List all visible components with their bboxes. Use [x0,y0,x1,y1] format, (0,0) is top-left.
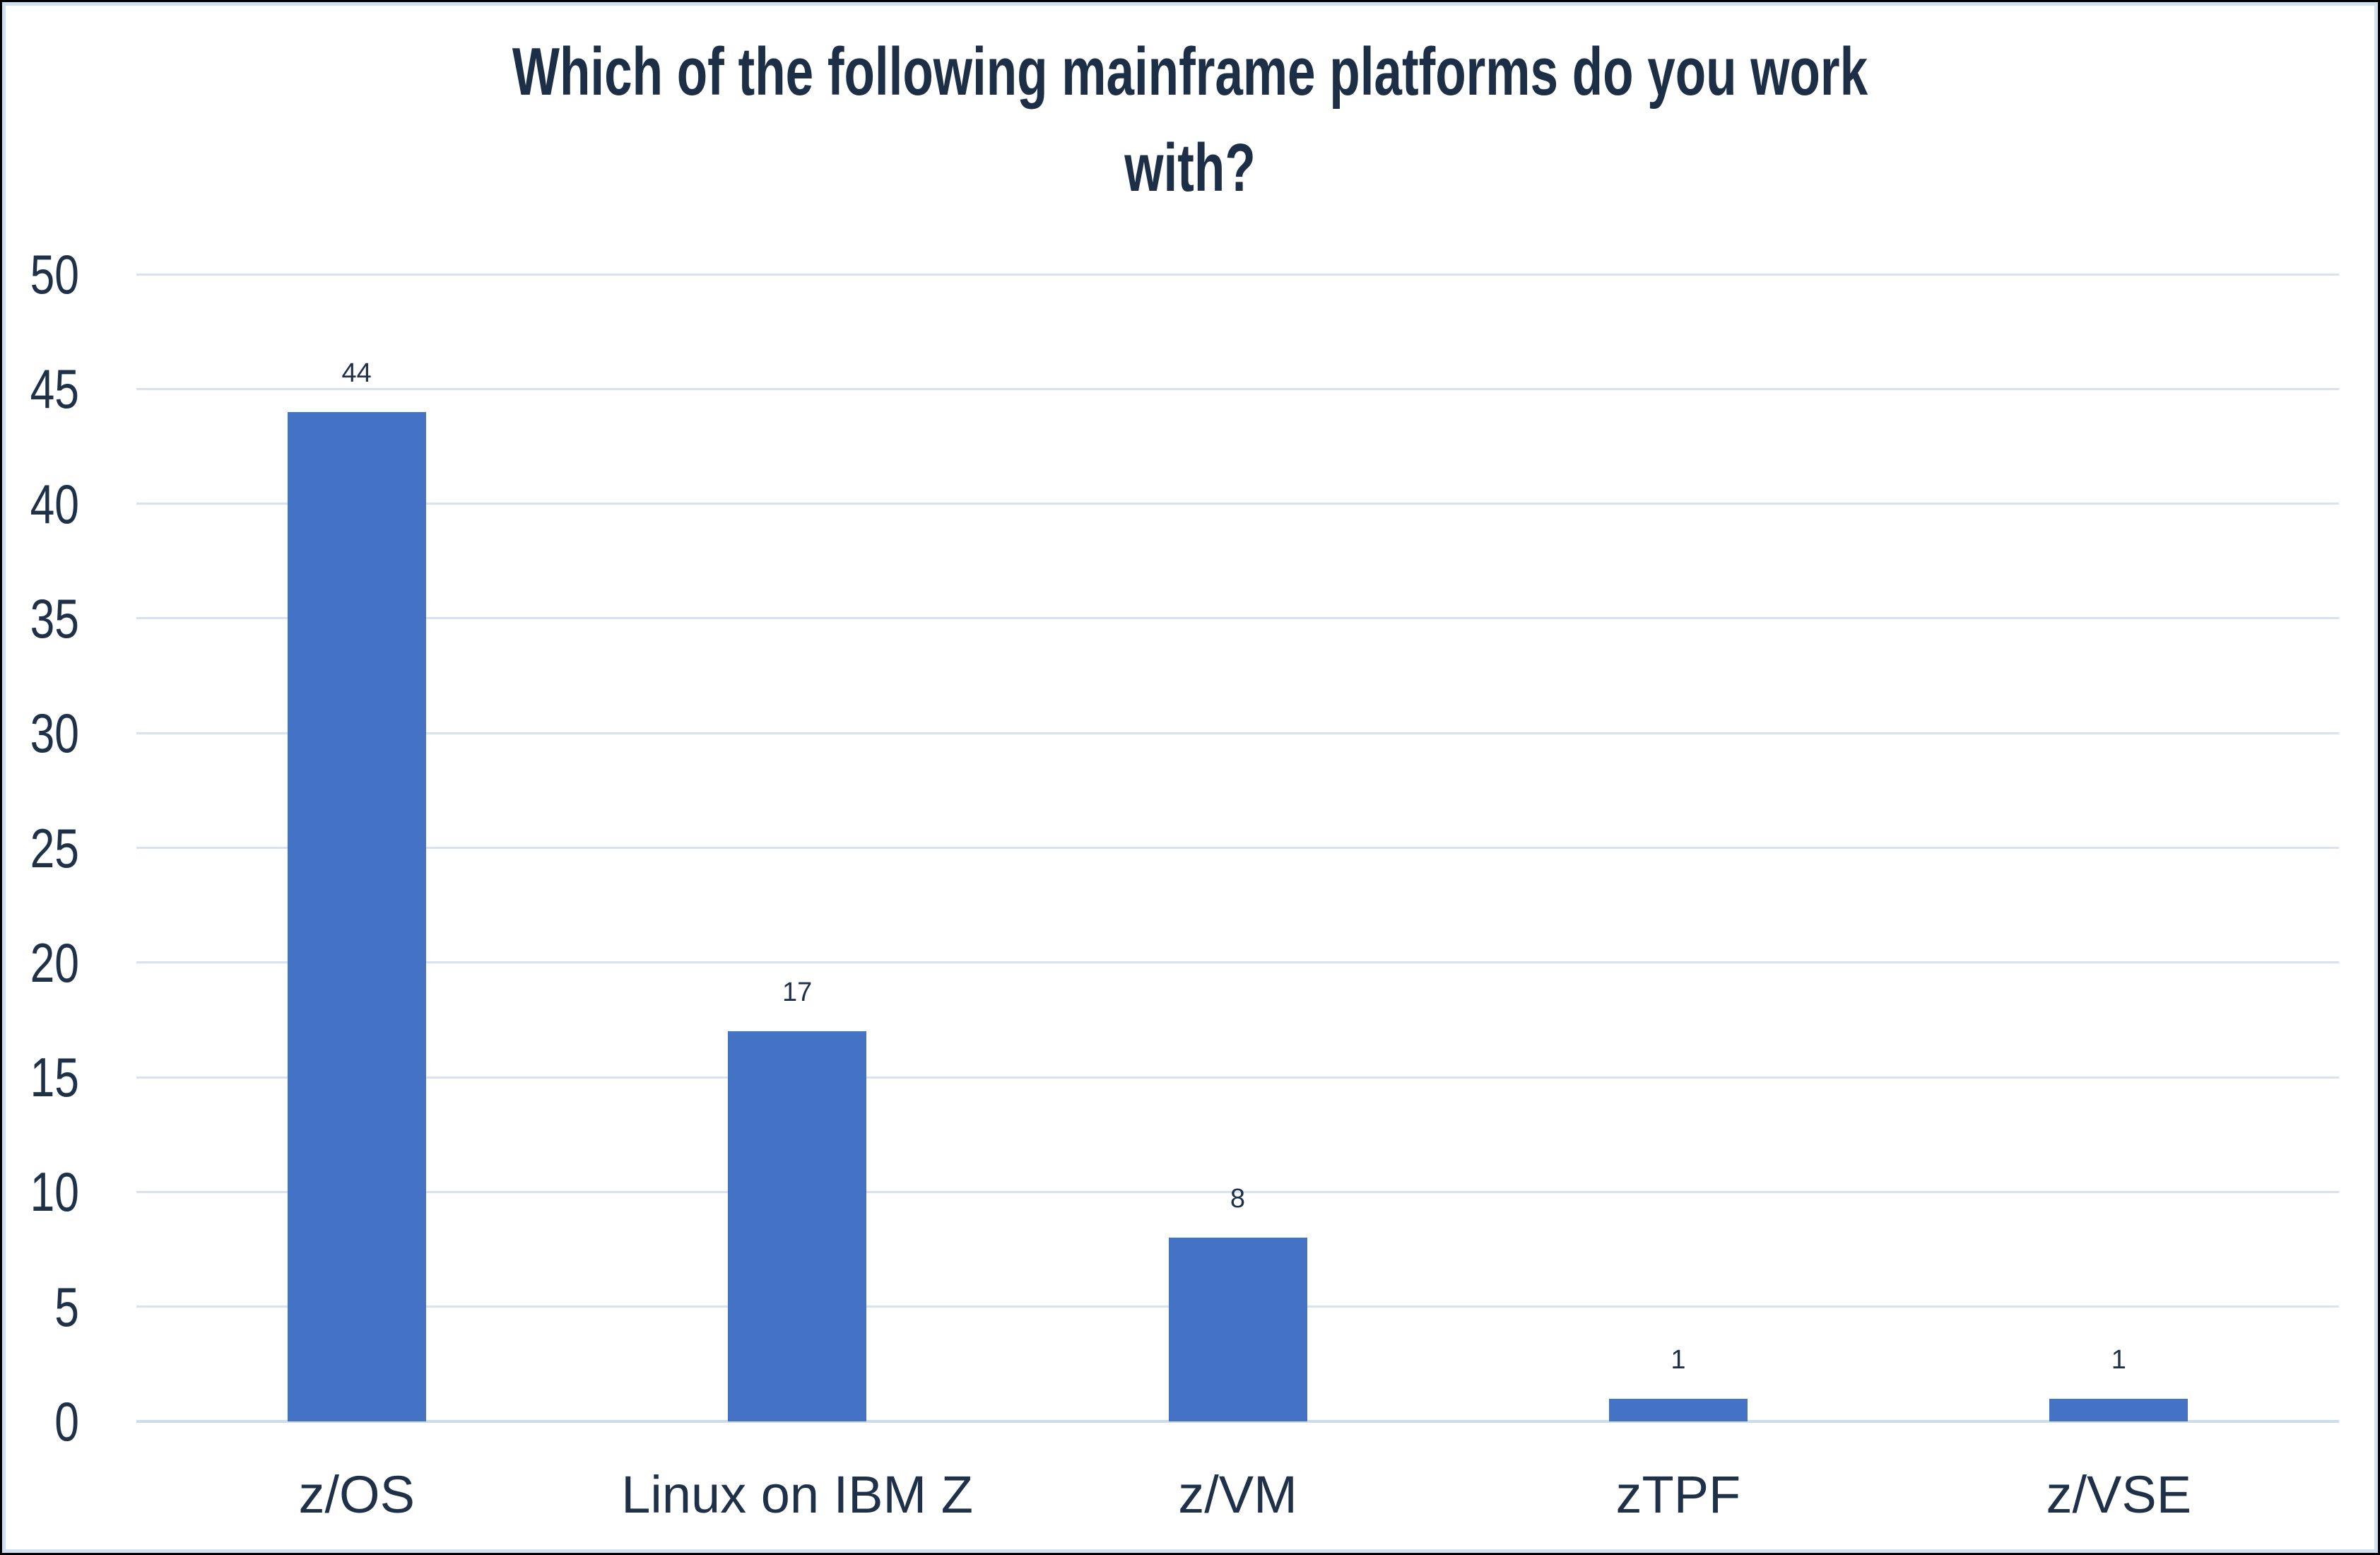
gridline [136,503,2339,505]
bar-value-label: 8 [1230,1184,1246,1214]
x-axis-category-label: z/VM [1178,1465,1297,1524]
gridline [136,273,2339,276]
x-axis-category-label: zTPF [1615,1465,1741,1524]
chart-title: Which of the following mainframe platfor… [310,24,2070,216]
x-axis-category-label: Linux on IBM Z [621,1465,973,1524]
bar-value-label: 1 [2111,1344,2126,1375]
x-axis-category-label: z/VSE [2046,1465,2192,1524]
bar-value-label: 44 [341,358,372,388]
y-axis-tick-label: 25 [30,816,79,879]
bar-zTPF [1608,1398,1748,1421]
gridline [136,732,2339,734]
chart-title-line-1: Which of the following mainframe platfor… [512,34,1868,110]
y-axis-tick-label: 40 [30,472,79,535]
y-axis-tick-label: 20 [30,931,79,994]
y-axis-tick-label: 15 [30,1046,79,1109]
gridline [136,617,2339,620]
gridline [136,847,2339,849]
y-axis-tick-label: 35 [30,587,79,650]
x-axis-category-label: z/OS [298,1465,415,1524]
bar-z/VSE [2049,1398,2188,1421]
gridline [136,1190,2339,1193]
chart-title-line-2: with? [1124,130,1256,206]
bar-Linux on IBM Z [728,1031,867,1421]
y-axis-tick-label: 50 [30,243,79,305]
y-axis-tick-label: 0 [54,1390,79,1453]
gridline [136,387,2339,390]
bar-z/OS [287,411,426,1421]
bar-value-label: 17 [782,978,813,1008]
y-axis-tick-label: 30 [30,702,79,765]
bar-value-label: 1 [1671,1344,1686,1375]
x-axis-line [136,1420,2339,1423]
y-axis-tick-label: 5 [54,1275,79,1338]
gridline [136,961,2339,964]
y-axis-tick-label: 10 [30,1161,79,1224]
gridline [136,1076,2339,1079]
bar-z/VM [1168,1238,1307,1421]
y-axis-tick-label: 45 [30,358,79,421]
